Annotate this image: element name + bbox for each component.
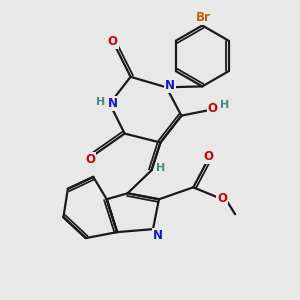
Text: H: H bbox=[220, 100, 229, 110]
Text: N: N bbox=[165, 79, 175, 92]
Text: N: N bbox=[153, 229, 164, 242]
Text: H: H bbox=[156, 163, 166, 173]
Text: O: O bbox=[217, 192, 227, 205]
Text: O: O bbox=[208, 102, 218, 115]
Text: O: O bbox=[108, 35, 118, 48]
Text: H: H bbox=[95, 97, 105, 107]
Text: O: O bbox=[85, 153, 95, 167]
Text: N: N bbox=[108, 97, 118, 110]
Text: Br: Br bbox=[196, 11, 211, 24]
Text: O: O bbox=[203, 150, 213, 163]
